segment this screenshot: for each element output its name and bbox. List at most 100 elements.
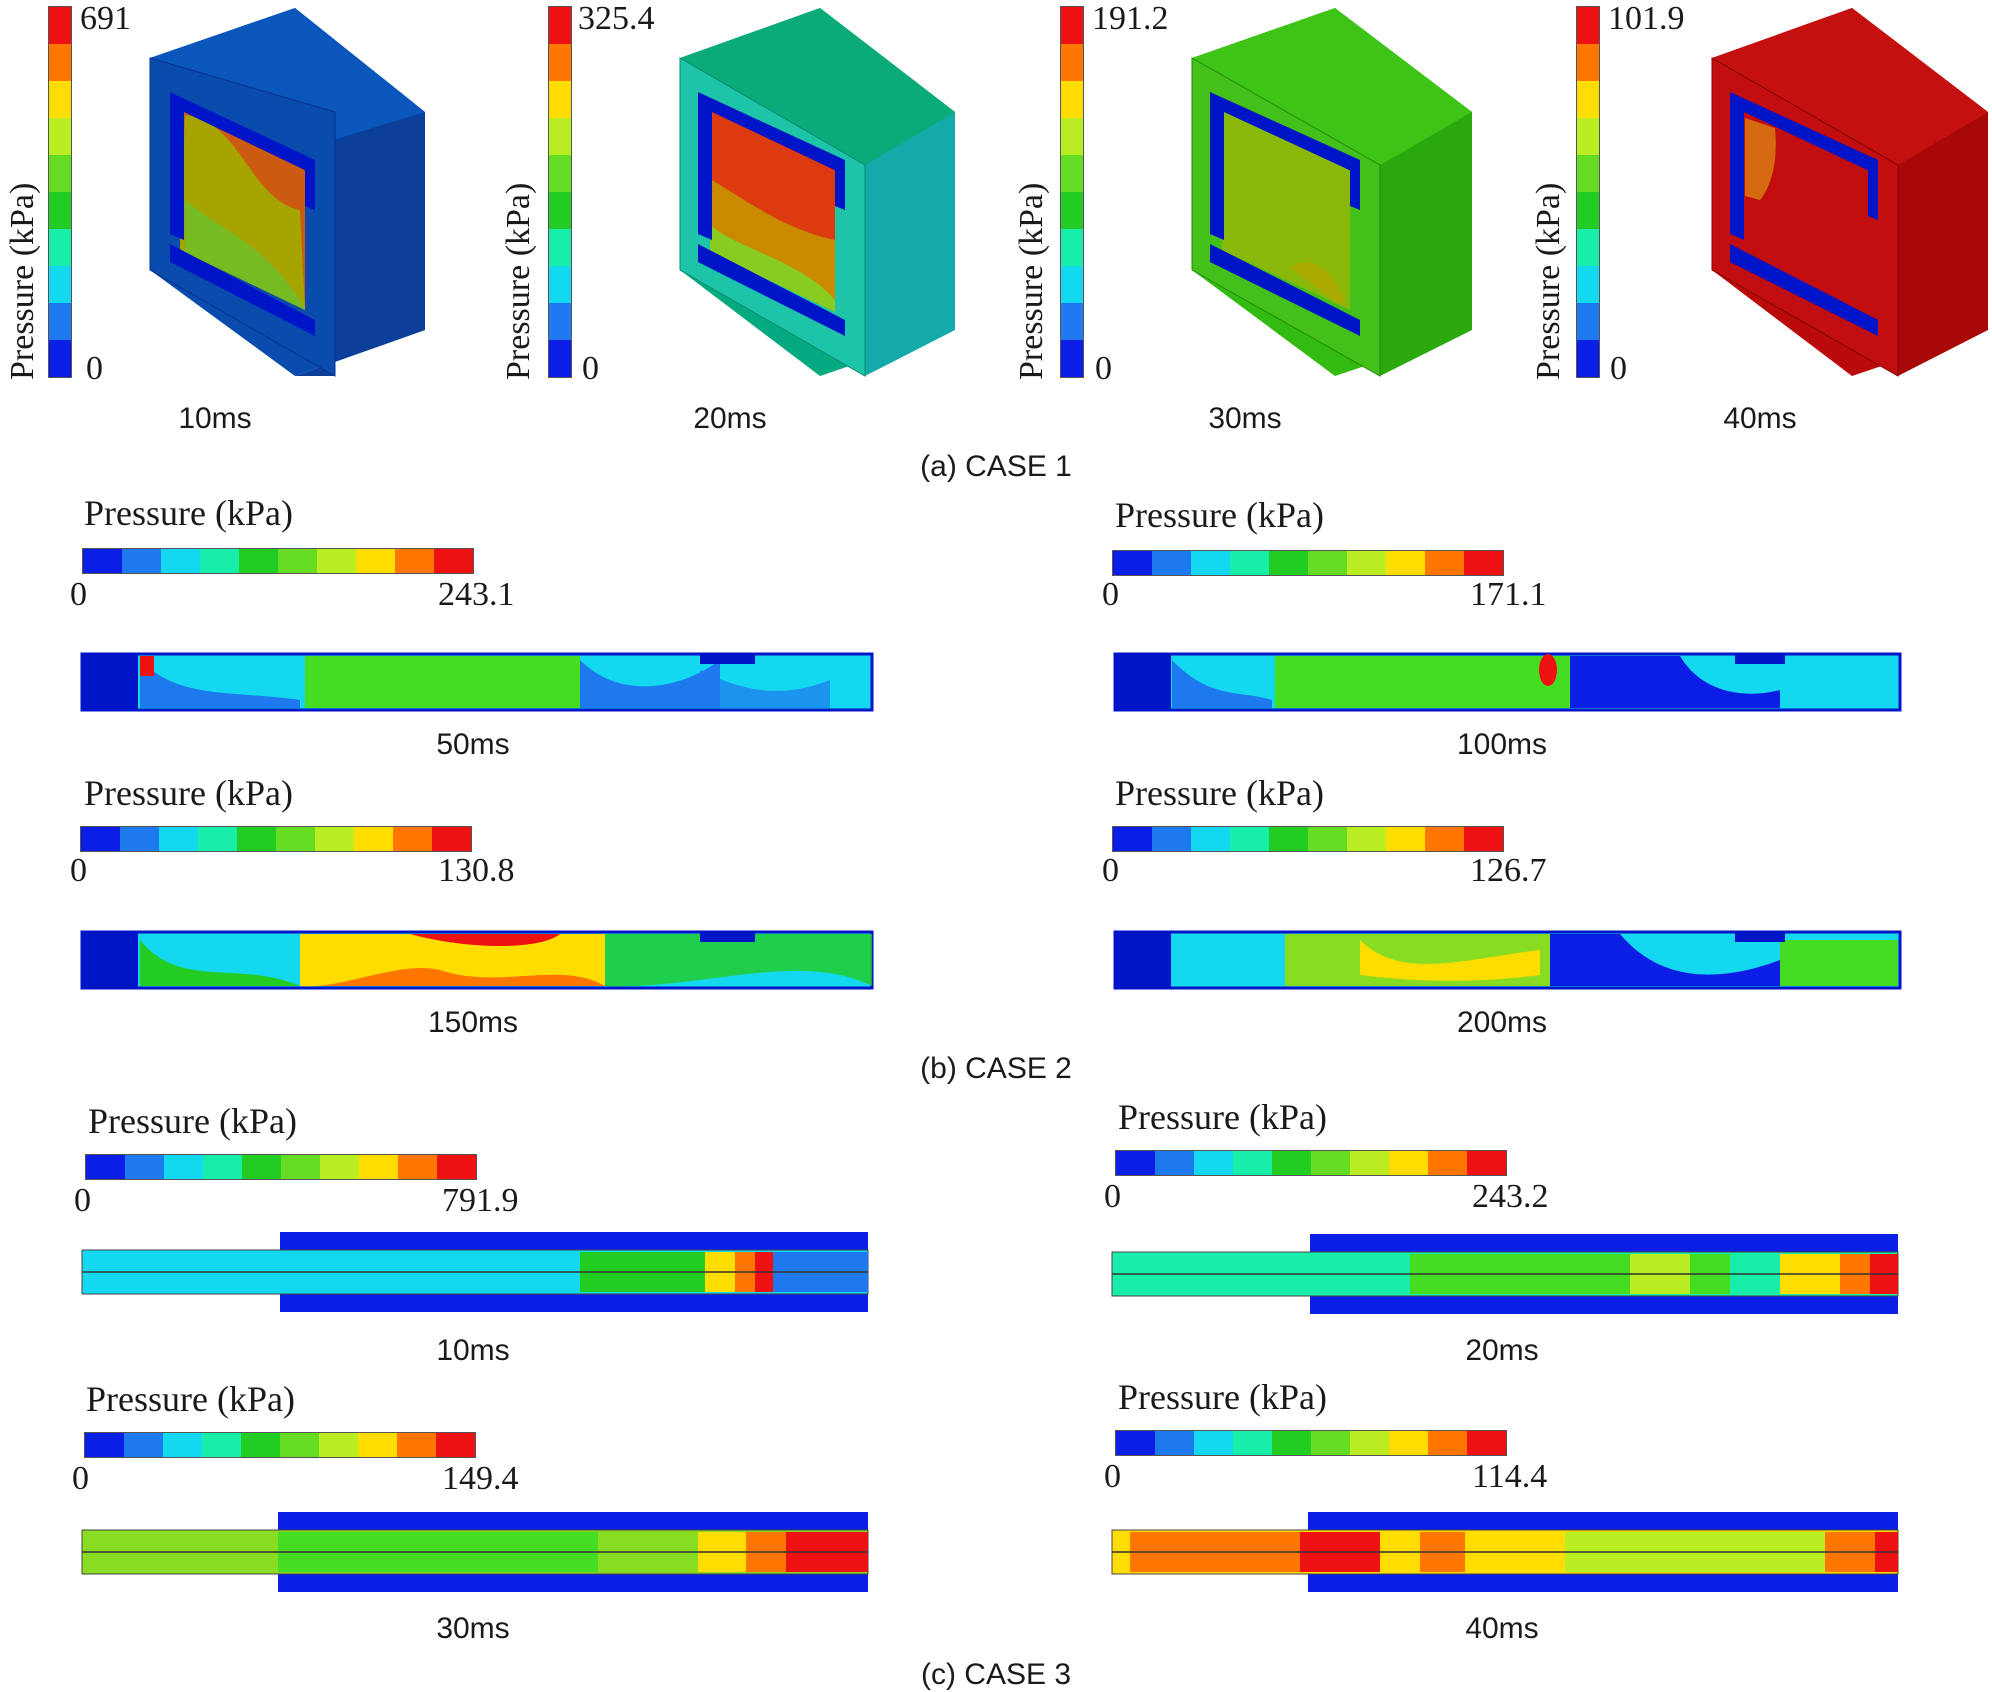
case3-max-40ms: 114.4 xyxy=(1472,1458,1548,1495)
colorbar-segment-5 xyxy=(1311,1151,1350,1175)
colorbar-segment-2 xyxy=(49,266,71,303)
colorbar-segment-9 xyxy=(1467,1431,1506,1455)
colorbar-segment-0 xyxy=(85,1433,124,1457)
case1-colorbar-10ms xyxy=(48,6,72,378)
colorbar-segment-3 xyxy=(1233,1431,1272,1455)
case3-axis-label-30ms: Pressure (kPa) xyxy=(86,1379,295,1419)
colorbar-segment-8 xyxy=(1425,551,1464,575)
case2-bar-50ms xyxy=(80,652,874,712)
colorbar-segment-0 xyxy=(49,340,71,377)
colorbar-segment-7 xyxy=(1577,81,1599,118)
case2-colorbar-50ms xyxy=(82,548,474,574)
case2-min-50ms: 0 xyxy=(70,576,87,613)
colorbar-segment-4 xyxy=(49,192,71,229)
case1-min-10ms: 0 xyxy=(86,350,103,387)
colorbar-segment-6 xyxy=(319,1433,358,1457)
colorbar-segment-8 xyxy=(393,827,432,851)
case1-axis-label-40ms: Pressure (kPa) xyxy=(1530,182,1567,380)
colorbar-segment-8 xyxy=(397,1433,436,1457)
case1-min-40ms: 0 xyxy=(1610,350,1627,387)
case2-bar-150ms xyxy=(80,930,874,990)
colorbar-segment-3 xyxy=(549,229,571,266)
colorbar-segment-1 xyxy=(1155,1431,1194,1455)
case3-colorbar-10ms xyxy=(85,1154,477,1180)
colorbar-segment-6 xyxy=(1350,1151,1389,1175)
case3-bar-40ms xyxy=(1111,1512,1899,1592)
case3-time-20ms: 20ms xyxy=(1465,1334,1539,1367)
colorbar-segment-3 xyxy=(1061,229,1083,266)
case1-box-10ms xyxy=(149,8,425,377)
colorbar-segment-9 xyxy=(1464,827,1503,851)
case1-box-40ms xyxy=(1711,8,1988,377)
colorbar-segment-9 xyxy=(1061,7,1083,44)
colorbar-segment-1 xyxy=(1152,551,1191,575)
colorbar-segment-2 xyxy=(1577,266,1599,303)
colorbar-segment-3 xyxy=(200,549,239,573)
case3-caption: (c) CASE 3 xyxy=(920,1658,1072,1691)
case3-time-40ms: 40ms xyxy=(1465,1612,1539,1645)
colorbar-segment-7 xyxy=(1386,827,1425,851)
colorbar-segment-4 xyxy=(242,1155,281,1179)
colorbar-segment-1 xyxy=(1061,303,1083,340)
colorbar-segment-7 xyxy=(356,549,395,573)
colorbar-segment-3 xyxy=(203,1155,242,1179)
colorbar-segment-6 xyxy=(315,827,354,851)
colorbar-segment-1 xyxy=(125,1155,164,1179)
case2-axis-label-100ms: Pressure (kPa) xyxy=(1115,495,1324,535)
colorbar-segment-3 xyxy=(1233,1151,1272,1175)
case2-max-150ms: 130.8 xyxy=(438,852,515,889)
colorbar-segment-3 xyxy=(1230,827,1269,851)
case1-time-10ms: 10ms xyxy=(178,402,252,435)
colorbar-segment-3 xyxy=(1230,551,1269,575)
case2-caption: (b) CASE 2 xyxy=(920,1052,1072,1085)
colorbar-segment-7 xyxy=(1389,1431,1428,1455)
colorbar-segment-5 xyxy=(549,155,571,192)
colorbar-segment-2 xyxy=(159,827,198,851)
case3-bar-20ms xyxy=(1111,1234,1899,1314)
case1-axis-label-10ms: Pressure (kPa) xyxy=(4,182,41,380)
case3-bar-30ms xyxy=(81,1512,869,1592)
case1-axis-label-30ms: Pressure (kPa) xyxy=(1013,182,1050,380)
colorbar-segment-5 xyxy=(49,155,71,192)
colorbar-segment-0 xyxy=(1116,1431,1155,1455)
colorbar-segment-9 xyxy=(432,827,471,851)
case2-time-200ms: 200ms xyxy=(1456,1006,1548,1039)
case2-axis-label-200ms: Pressure (kPa) xyxy=(1115,773,1324,813)
colorbar-segment-4 xyxy=(1269,827,1308,851)
colorbar-segment-6 xyxy=(1577,118,1599,155)
colorbar-segment-3 xyxy=(49,229,71,266)
case3-colorbar-20ms xyxy=(1115,1150,1507,1176)
colorbar-segment-7 xyxy=(1386,551,1425,575)
case2-colorbar-200ms xyxy=(1112,826,1504,852)
colorbar-segment-0 xyxy=(549,340,571,377)
case1-axis-label-20ms: Pressure (kPa) xyxy=(500,182,537,380)
colorbar-segment-1 xyxy=(1152,827,1191,851)
case1-min-30ms: 0 xyxy=(1095,350,1112,387)
colorbar-segment-3 xyxy=(202,1433,241,1457)
colorbar-segment-5 xyxy=(1308,827,1347,851)
case2-min-100ms: 0 xyxy=(1102,576,1119,613)
case2-min-200ms: 0 xyxy=(1102,852,1119,889)
colorbar-segment-0 xyxy=(1113,551,1152,575)
colorbar-segment-8 xyxy=(1428,1151,1467,1175)
colorbar-segment-4 xyxy=(239,549,278,573)
colorbar-segment-5 xyxy=(278,549,317,573)
colorbar-segment-2 xyxy=(1194,1431,1233,1455)
colorbar-segment-7 xyxy=(359,1155,398,1179)
colorbar-segment-7 xyxy=(549,81,571,118)
colorbar-segment-9 xyxy=(1577,7,1599,44)
case1-caption: (a) CASE 1 xyxy=(920,450,1072,483)
colorbar-segment-8 xyxy=(398,1155,437,1179)
case1-max-10ms: 691 xyxy=(80,0,131,37)
colorbar-segment-4 xyxy=(1269,551,1308,575)
case1-time-40ms: 40ms xyxy=(1723,402,1797,435)
colorbar-segment-2 xyxy=(1191,827,1230,851)
case1-colorbar-20ms xyxy=(548,6,572,378)
case3-min-40ms: 0 xyxy=(1104,1458,1121,1495)
colorbar-segment-2 xyxy=(1194,1151,1233,1175)
colorbar-segment-6 xyxy=(1350,1431,1389,1455)
case2-max-100ms: 171.1 xyxy=(1470,576,1547,613)
colorbar-segment-5 xyxy=(281,1155,320,1179)
case2-time-100ms: 100ms xyxy=(1456,728,1548,761)
colorbar-segment-0 xyxy=(83,549,122,573)
